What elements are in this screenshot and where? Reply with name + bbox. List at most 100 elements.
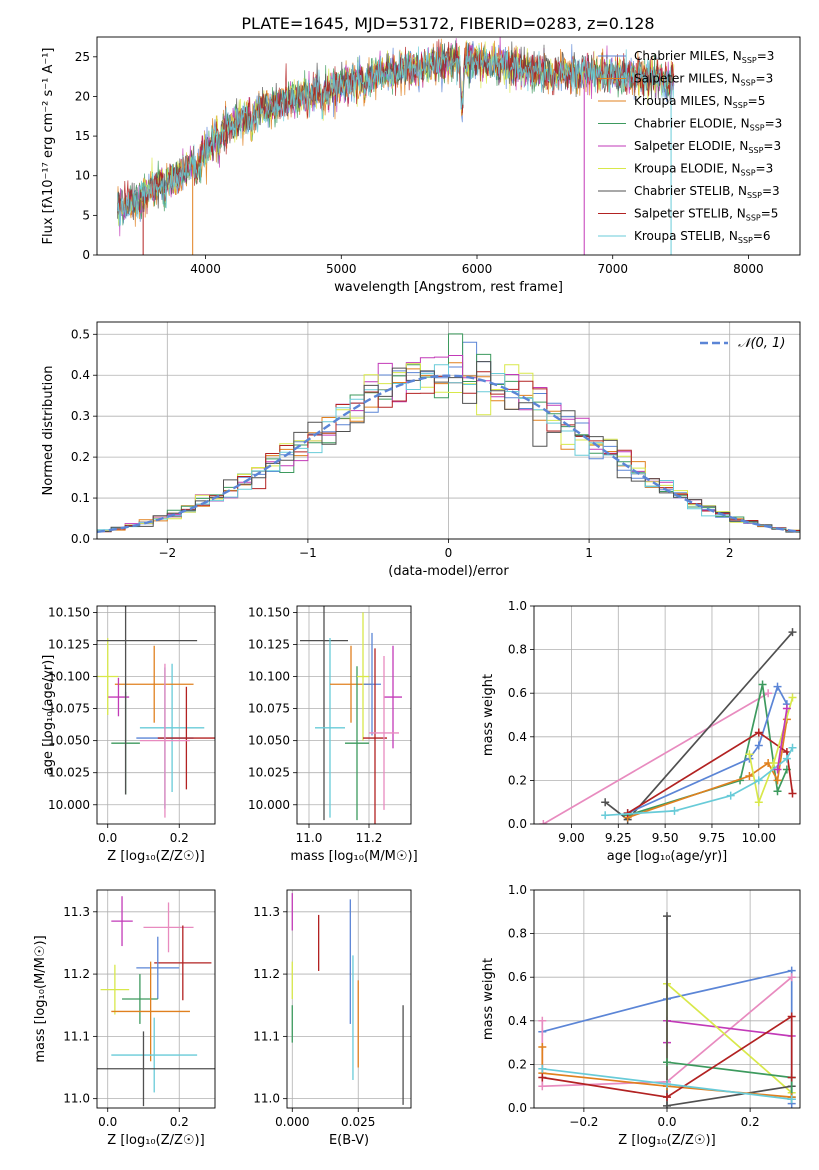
x-tick-label: 9.00	[558, 831, 585, 845]
mass-vs-metallicity-panel: 0.0 0.2 11.0 11.1 11.2 11.3 Z [log₁₀(Z/Z☉)] mas…	[33, 889, 216, 1148]
x-tick-label: 1	[585, 546, 593, 560]
y-tick-label: 0.4	[71, 368, 90, 382]
legend-label: Kroupa STELIB, NSSP=6	[634, 229, 771, 245]
y-tick-label: 10.125	[248, 637, 290, 651]
y-tick-label: 0.4	[508, 1014, 527, 1028]
y-tick-label: 0.0	[508, 817, 527, 831]
y-tick-label: 0.6	[508, 686, 527, 700]
weight-marker	[539, 820, 548, 824]
x-tick-label: 11.2	[356, 831, 383, 845]
x-axis-label: Z [log₁₀(Z/Z☉)]	[618, 1133, 715, 1148]
weight-marker	[663, 1080, 671, 1089]
y-tick-label: 0.1	[71, 491, 90, 505]
x-tick-label: 0.000	[275, 1115, 309, 1129]
weight-marker	[788, 789, 797, 798]
weight-marker	[787, 973, 796, 982]
y-tick-label: 11.2	[63, 967, 90, 981]
y-tick-label: 25	[75, 50, 90, 64]
residuals-panel: −2 −1 0 1 2 0.0 0.1 0.2 0.3 0.4 0.5 (data-model)/er…	[41, 321, 801, 579]
y-tick-label: 0.2	[71, 450, 90, 464]
weight-marker	[726, 791, 735, 800]
y-tick-label: 1.0	[508, 599, 527, 613]
x-tick-label: 9.75	[699, 831, 726, 845]
x-tick-label: 9.50	[652, 831, 679, 845]
axes-frame	[286, 889, 412, 1109]
weight-marker	[663, 1093, 671, 1102]
x-tick-label: 0.2	[741, 1115, 760, 1129]
axes-frame	[533, 889, 801, 1109]
x-tick-label: 0.2	[170, 831, 189, 845]
axes-frame	[96, 321, 801, 540]
y-axis-label: Flux [fλ10⁻¹⁷ erg cm⁻² s⁻¹ A⁻¹]	[41, 48, 56, 245]
weight-lines	[539, 628, 797, 824]
x-axis-label: Z [log₁₀(Z/Z☉)]	[107, 849, 204, 864]
y-axis-label: mass weight	[481, 674, 496, 756]
legend-label: 𝒩(0, 1)	[738, 336, 785, 351]
y-tick-label: 0.2	[508, 773, 527, 787]
y-tick-label: 1.0	[508, 883, 527, 897]
legend-label: Chabrier STELIB, NSSP=3	[634, 184, 780, 200]
y-tick-label: 5	[82, 208, 90, 222]
x-tick-label: 0.0	[657, 1115, 676, 1129]
y-tick-label: 0.4	[508, 730, 527, 744]
x-tick-label: 0.0	[98, 1115, 117, 1129]
error-bars	[300, 606, 402, 824]
age-vs-mass-panel: 11.0 11.2 10.000 10.025 10.050 10.075 10.100 10…	[248, 605, 418, 864]
x-axis-label: mass [log₁₀(M/M☉)]	[290, 849, 417, 864]
y-axis-label: Normed distribution	[41, 366, 56, 496]
weight-marker	[754, 798, 763, 807]
x-tick-label: −2	[158, 546, 176, 560]
axes-frame	[533, 605, 801, 825]
gaussian-curve	[97, 374, 800, 533]
error-bars	[291, 893, 404, 1105]
weight-marker	[788, 628, 797, 637]
weight-marker	[601, 811, 610, 820]
weight-marker	[745, 772, 754, 781]
figure-title: PLATE=1645, MJD=53172, FIBERID=0283, z=0…	[241, 14, 654, 33]
weight-marker	[769, 758, 778, 767]
legend-label: Chabrier ELODIE, NSSP=3	[634, 117, 782, 133]
x-tick-label: 10.00	[742, 831, 776, 845]
y-tick-label: 10.000	[48, 798, 90, 812]
weight-line	[605, 747, 794, 817]
y-tick-label: 10.100	[48, 670, 90, 684]
x-tick-label: 0.2	[170, 1115, 189, 1129]
weight-marker	[663, 912, 671, 921]
x-tick-label: 6000	[462, 262, 493, 276]
weight-marker	[773, 682, 782, 691]
legend-label: Chabrier MILES, NSSP=3	[634, 49, 774, 65]
x-tick-label: 4000	[190, 262, 221, 276]
axes-frame	[96, 605, 216, 825]
x-tick-label: −0.2	[569, 1115, 598, 1129]
y-tick-label: 0.3	[71, 409, 90, 423]
y-tick-label: 20	[75, 89, 90, 103]
y-tick-label: 10.000	[248, 798, 290, 812]
weight-marker	[782, 754, 791, 763]
weight-marker	[788, 693, 797, 702]
x-axis-label: wavelength [Angstrom, rest frame]	[334, 280, 563, 295]
x-tick-label: 0.0	[98, 831, 117, 845]
weight-marker	[787, 1073, 796, 1082]
weight-vs-age-panel: 9.00 9.25 9.50 9.75 10.00 0.0 0.2 0.4 0.6 0.8 1.0 a…	[481, 599, 801, 864]
x-tick-label: 0.025	[341, 1115, 375, 1129]
y-tick-label: 10.075	[248, 702, 290, 716]
y-tick-label: 0.8	[508, 643, 527, 657]
error-bars	[97, 896, 215, 1107]
x-tick-label: 7000	[597, 262, 628, 276]
age-vs-metallicity-panel: 0.0 0.2 10.000 10.025 10.050 10.075 10.100 10.1…	[41, 605, 216, 864]
weight-marker	[745, 750, 754, 759]
y-axis-label: mass weight	[481, 958, 496, 1040]
weight-marker	[754, 728, 763, 737]
x-tick-label: 9.25	[605, 831, 632, 845]
x-tick-label: 2	[726, 546, 734, 560]
y-axis-label: mass [log₁₀(M/M☉)]	[33, 935, 48, 1062]
weight-line	[542, 1014, 793, 1098]
y-tick-label: 10.025	[248, 766, 290, 780]
y-tick-label: 11.1	[63, 1029, 90, 1043]
x-tick-label: 8000	[733, 262, 764, 276]
y-tick-label: 0.0	[508, 1101, 527, 1115]
weight-marker	[538, 1042, 547, 1051]
y-tick-label: 0.0	[71, 532, 90, 546]
